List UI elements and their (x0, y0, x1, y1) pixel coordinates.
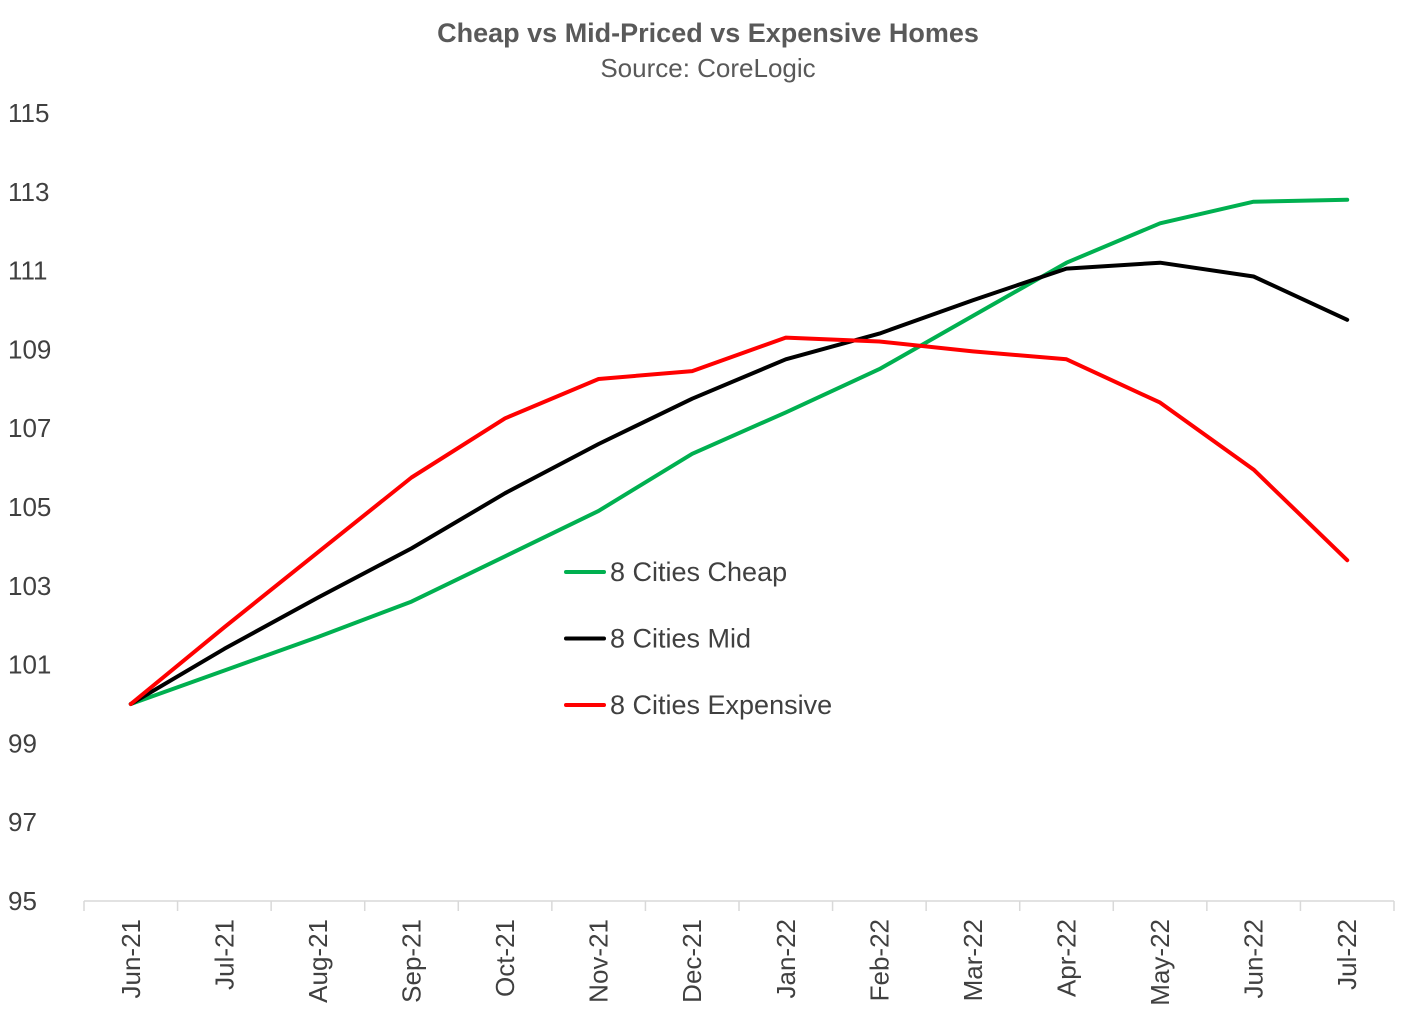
y-tick-label: 107 (8, 413, 51, 443)
legend-label: 8 Cities Cheap (610, 557, 787, 587)
x-tick-label: Oct-21 (490, 919, 520, 997)
x-tick-label: Feb-22 (864, 919, 894, 1001)
x-tick-label: Jun-22 (1239, 919, 1269, 999)
y-tick-label: 109 (8, 334, 51, 364)
x-tick-label: Jul-22 (1332, 919, 1362, 990)
series-group (128, 197, 1350, 706)
y-tick-label: 95 (8, 886, 37, 916)
x-tick-label: May-22 (1145, 919, 1175, 1006)
y-tick-label: 103 (8, 571, 51, 601)
series-line-8-cities-mid (128, 260, 1350, 706)
x-tick-label: Apr-22 (1052, 919, 1082, 997)
x-tick-label: Mar-22 (958, 919, 988, 1001)
y-tick-label: 105 (8, 492, 51, 522)
y-tick-label: 99 (8, 728, 37, 758)
legend: 8 Cities Cheap 8 Cities Mid 8 Cities Expen… (564, 557, 832, 720)
legend-label: 8 Cities Expensive (610, 690, 832, 720)
legend-label: 8 Cities Mid (610, 624, 751, 654)
y-tick-label: 115 (8, 98, 49, 128)
x-tick-label: Jun-21 (116, 919, 146, 999)
chart-subtitle: Source: CoreLogic (600, 53, 815, 83)
y-tick-label: 111 (8, 256, 48, 286)
series-line-8-cities-cheap (128, 197, 1350, 706)
x-tick-label: Jul-21 (209, 919, 239, 990)
x-tick-label: Jan-22 (771, 919, 801, 999)
y-tick-label: 113 (8, 177, 49, 207)
x-tick-label: Sep-21 (397, 919, 427, 1003)
chart-title: Cheap vs Mid-Priced vs Expensive Homes (437, 18, 979, 48)
series-line-8-cities-expensive (128, 335, 1350, 706)
y-axis: 95 97 99 101 103 105 107 109 111 113 115 (8, 98, 51, 916)
y-tick-label: 101 (8, 650, 51, 680)
x-tick-label: Aug-21 (303, 919, 333, 1003)
x-tick-label: Dec-21 (677, 919, 707, 1003)
x-axis: Jun-21 Jul-21 Aug-21 Sep-21 Oct-21 Nov-21 Dec-… (83, 900, 1395, 1006)
y-tick-label: 97 (8, 807, 37, 837)
x-tick-label: Nov-21 (584, 919, 614, 1003)
